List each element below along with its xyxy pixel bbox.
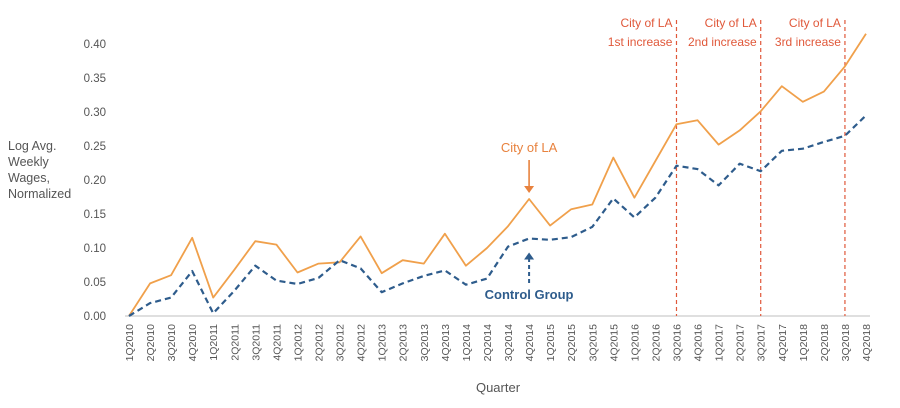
x-tick-label: 2Q2017 bbox=[735, 324, 747, 362]
x-tick-label: 4Q2018 bbox=[861, 324, 873, 362]
x-tick-label: 1Q2018 bbox=[798, 324, 810, 362]
x-tick-label: 4Q2010 bbox=[187, 324, 199, 362]
x-tick-label: 3Q2014 bbox=[503, 324, 515, 362]
x-axis-label: Quarter bbox=[476, 380, 521, 395]
x-tick-label: 4Q2012 bbox=[356, 324, 368, 362]
x-tick-label: 1Q2014 bbox=[461, 324, 473, 362]
y-tick-label: 0.05 bbox=[84, 277, 106, 289]
y-axis-label-line: Log Avg. bbox=[8, 139, 57, 153]
x-tick-label: 2Q2012 bbox=[314, 324, 326, 362]
x-tick-label: 4Q2014 bbox=[524, 324, 536, 362]
x-tick-label: 4Q2013 bbox=[440, 324, 452, 362]
y-tick-label: 0.20 bbox=[84, 175, 106, 187]
y-axis-label-line: Normalized bbox=[8, 187, 72, 201]
x-tick-label: 1Q2010 bbox=[124, 324, 136, 362]
x-tick-label: 4Q2011 bbox=[271, 324, 283, 361]
series-label-city-of-la: City of LA bbox=[501, 140, 558, 155]
x-tick-label: 3Q2016 bbox=[671, 324, 683, 362]
x-tick-label: 3Q2010 bbox=[166, 324, 178, 362]
x-tick-label: 2Q2010 bbox=[145, 324, 157, 362]
increase-annotation-line1: City of LA bbox=[789, 16, 841, 30]
increase-annotation-line2: 1st increase bbox=[608, 35, 673, 49]
x-tick-label: 2Q2011 bbox=[229, 324, 241, 361]
x-tick-label: 1Q2016 bbox=[629, 324, 641, 362]
x-tick-label: 1Q2013 bbox=[377, 324, 389, 362]
x-tick-label: 3Q2018 bbox=[840, 324, 852, 362]
y-tick-label: 0.15 bbox=[84, 209, 106, 221]
increase-annotation-line2: 3rd increase bbox=[775, 35, 841, 49]
x-tick-label: 2Q2014 bbox=[482, 324, 494, 362]
x-tick-label: 3Q2012 bbox=[335, 324, 347, 362]
series-label-arrow-head bbox=[524, 186, 535, 194]
x-tick-label: 4Q2015 bbox=[608, 324, 620, 362]
x-tick-label: 1Q2015 bbox=[545, 324, 557, 362]
increase-markers: City of LA 1st increase City of LA 2nd incr… bbox=[608, 16, 846, 316]
series-line-control-group bbox=[128, 114, 867, 317]
x-tick-label: 2Q2013 bbox=[398, 324, 410, 362]
increase-annotation-line1: City of LA bbox=[705, 16, 757, 30]
increase-annotation-line1: City of LA bbox=[620, 16, 672, 30]
y-tick-label: 0.30 bbox=[84, 107, 106, 119]
y-axis-label-line: Weekly bbox=[8, 155, 49, 169]
x-tick-label: 4Q2017 bbox=[777, 324, 789, 362]
x-tick-label: 1Q2011 bbox=[208, 324, 220, 361]
series-label-control-group: Control Group bbox=[485, 287, 574, 302]
x-tick-label: 2Q2016 bbox=[650, 324, 662, 362]
x-tick-label: 3Q2017 bbox=[756, 324, 768, 362]
y-tick-label: 0.35 bbox=[84, 73, 106, 85]
x-tick-label: 3Q2011 bbox=[250, 324, 262, 361]
x-tick-label: 2Q2015 bbox=[566, 324, 578, 362]
x-tick-label: 1Q2012 bbox=[292, 324, 304, 362]
series-labels: City of LA Control Group bbox=[485, 140, 574, 302]
y-tick-label: 0.10 bbox=[84, 243, 106, 255]
series-line-city-of-la bbox=[128, 33, 867, 317]
y-axis-label-line: Wages, bbox=[8, 171, 50, 185]
y-tick-label: 0.40 bbox=[84, 39, 106, 51]
axes: 0.00 0.05 0.10 0.15 0.20 0.25 0.30 0.35 0.40 1Q20… bbox=[84, 39, 873, 361]
x-tick-label: 3Q2015 bbox=[587, 324, 599, 362]
x-tick-label: 4Q2016 bbox=[693, 324, 705, 362]
increase-annotation-line2: 2nd increase bbox=[688, 35, 757, 49]
y-tick-label: 0.25 bbox=[84, 141, 106, 153]
x-tick-label: 2Q2018 bbox=[819, 324, 831, 362]
y-tick-label: 0.00 bbox=[84, 311, 106, 323]
series-lines bbox=[128, 33, 867, 317]
y-axis-label: Log Avg. Weekly Wages, Normalized bbox=[8, 138, 98, 202]
x-tick-label: 3Q2013 bbox=[419, 324, 431, 362]
x-tick-label: 1Q2017 bbox=[714, 324, 726, 362]
series-label-arrow-head bbox=[524, 252, 535, 260]
